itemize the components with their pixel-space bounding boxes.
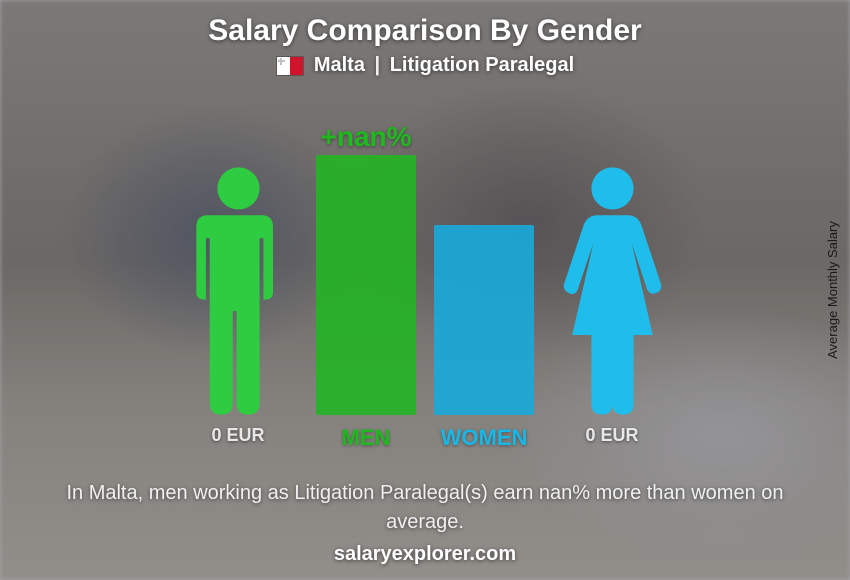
women-bar-col — [434, 225, 534, 415]
subtitle: Malta | Litigation Paralegal — [314, 54, 574, 77]
men-bar — [316, 155, 416, 415]
subtitle-country: Malta — [314, 54, 365, 76]
footer-source: salaryexplorer.com — [0, 543, 850, 566]
women-value-label: 0 EUR — [552, 425, 672, 451]
female-icon — [555, 165, 670, 415]
content: Salary Comparison By Gender Malta | Liti… — [0, 0, 850, 580]
subtitle-row: Malta | Litigation Paralegal — [276, 54, 574, 77]
caption-text: In Malta, men working as Litigation Para… — [65, 479, 785, 537]
subtitle-role: Litigation Paralegal — [390, 54, 574, 76]
subtitle-separator: | — [375, 54, 381, 76]
chart-area: +nan% — [145, 95, 705, 415]
men-value-label: 0 EUR — [178, 425, 298, 451]
men-category-label: MEN — [316, 425, 416, 451]
difference-label: +nan% — [320, 121, 411, 153]
men-figure-col — [178, 165, 298, 415]
men-bar-col: +nan% — [316, 155, 416, 415]
women-bar — [434, 225, 534, 415]
women-figure-col — [552, 165, 672, 415]
women-category-label: WOMEN — [434, 425, 534, 451]
male-icon — [181, 165, 296, 415]
malta-flag-icon — [276, 56, 304, 76]
page-title: Salary Comparison By Gender — [208, 14, 641, 48]
chart-labels-row: 0 EUR MEN WOMEN 0 EUR — [145, 425, 705, 451]
y-axis-label: Average Monthly Salary — [825, 221, 840, 359]
